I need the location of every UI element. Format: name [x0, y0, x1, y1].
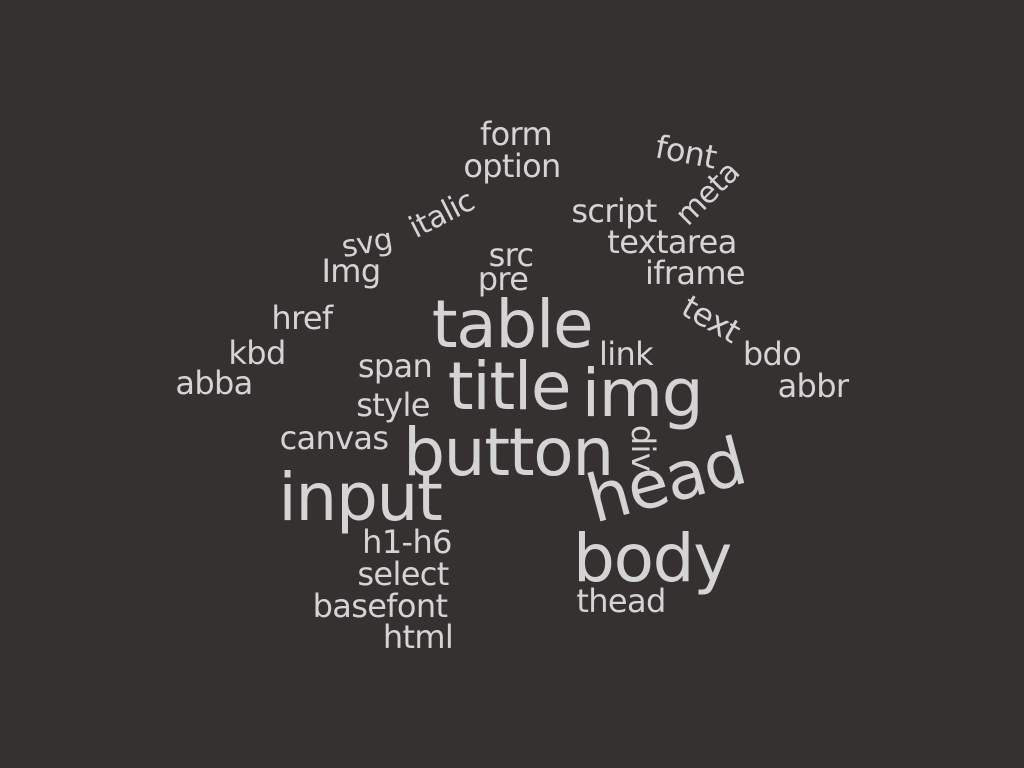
word-bdo: bdo: [742, 335, 802, 373]
word-title: title: [447, 348, 572, 425]
word-h1-h6: h1-h6: [362, 523, 452, 561]
word-option: option: [463, 147, 561, 185]
word-body: body: [573, 520, 732, 597]
word-html: html: [382, 618, 454, 656]
word-abbr: abbr: [777, 367, 849, 405]
word-table: table: [431, 286, 594, 363]
word-pre: pre: [477, 260, 529, 298]
word-img: img: [581, 355, 704, 432]
word-button: button: [403, 414, 614, 491]
word-href: href: [271, 299, 333, 337]
word-form: form: [479, 115, 553, 153]
word-textarea: textarea: [607, 223, 737, 261]
word-script: script: [571, 192, 657, 230]
word-canvas: canvas: [279, 419, 390, 457]
word-style: style: [356, 386, 430, 424]
word-kbd: kbd: [228, 334, 286, 372]
word-select: select: [357, 555, 449, 593]
word-italic: italic: [403, 183, 481, 246]
word-input: input: [278, 459, 442, 536]
word-link: link: [598, 335, 654, 373]
word-basefont: basefont: [312, 587, 448, 625]
word-span: span: [357, 347, 433, 385]
word-Img: Img: [321, 252, 381, 290]
word-src: src: [488, 236, 534, 274]
word-abba: abba: [175, 364, 253, 402]
word-text: text: [675, 287, 747, 351]
word-iframe: iframe: [645, 254, 746, 292]
word-thead: thead: [576, 582, 666, 620]
